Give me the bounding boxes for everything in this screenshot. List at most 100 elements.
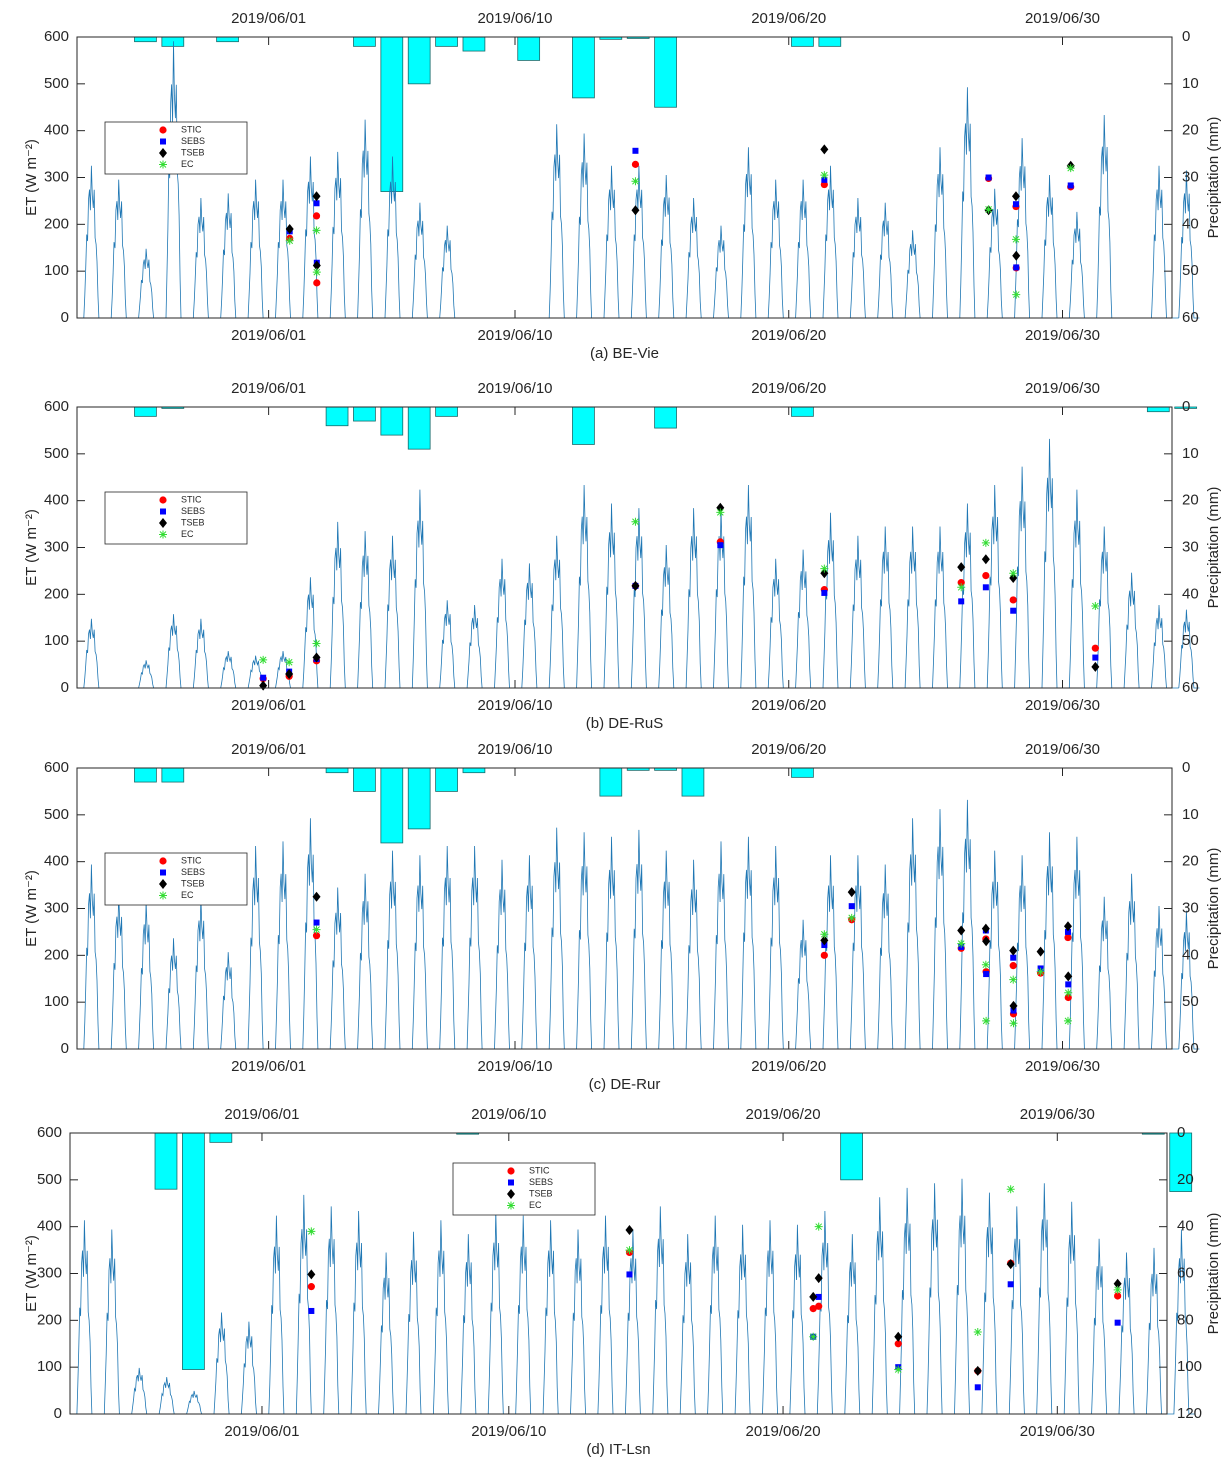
marker — [1011, 191, 1020, 202]
et-line — [870, 526, 899, 689]
panel-caption: (d) IT-Lsn — [586, 1441, 650, 1458]
legend-label: EC — [529, 1200, 542, 1210]
y-tick-label: 100 — [44, 632, 69, 649]
marker — [1009, 962, 1017, 970]
marker — [894, 1340, 902, 1348]
et-line — [651, 850, 680, 1050]
et-line — [213, 651, 242, 689]
y-tick-label: 300 — [44, 168, 69, 185]
x-tick-label: 2019/06/01 — [224, 1423, 299, 1440]
precip-bar — [353, 406, 376, 422]
et-line — [734, 147, 762, 319]
y2-tick-label: 20 — [1182, 492, 1199, 509]
precip-bar — [791, 406, 814, 417]
et-line — [131, 901, 160, 1050]
precip-bar — [407, 36, 431, 85]
et-line — [679, 197, 707, 319]
legend-label: SEBS — [181, 867, 205, 877]
et-line — [426, 1220, 454, 1415]
et-line — [810, 1210, 838, 1415]
marker — [981, 554, 990, 565]
et-line — [651, 174, 680, 319]
marker — [1113, 1285, 1122, 1294]
marker — [1092, 654, 1099, 661]
panel: 0 100 200 300 400 500 600 0 10 20 30 40 50 60 2019/06/… — [23, 380, 1222, 732]
x-tick-label: 2019/06/10 — [477, 327, 552, 344]
et-line — [706, 841, 734, 1050]
panel: 0 100 200 300 400 500 600 0 10 20 30 40 50 60 2019/06/… — [23, 741, 1222, 1093]
marker — [815, 1302, 823, 1310]
et-line — [569, 133, 598, 319]
marker — [285, 668, 294, 679]
legend-label: TSEB — [181, 517, 205, 527]
marker — [894, 1365, 903, 1374]
et-line — [898, 526, 926, 689]
marker — [313, 919, 320, 926]
y-axis-label: ET (W m⁻²) — [23, 870, 40, 947]
precip-bar — [572, 406, 595, 445]
precip-bar — [380, 36, 404, 192]
et-line — [296, 818, 324, 1050]
marker — [981, 923, 990, 934]
marker — [308, 1307, 315, 1314]
et-line — [734, 836, 762, 1050]
marker — [1036, 967, 1045, 976]
precip-bar — [791, 767, 814, 778]
y2-tick-label: 20 — [1177, 1171, 1194, 1188]
marker — [1113, 1278, 1122, 1289]
et-line — [563, 1229, 592, 1415]
x-tick-label-top: 2019/06/30 — [1025, 741, 1100, 758]
x-tick-label: 2019/06/30 — [1025, 697, 1100, 714]
marker — [312, 932, 321, 940]
marker — [820, 935, 829, 946]
et-line — [487, 558, 515, 689]
y2-tick-label: 10 — [1182, 445, 1199, 462]
et-line — [289, 1194, 317, 1415]
marker — [847, 887, 856, 898]
marker — [1114, 1292, 1122, 1300]
y2-tick-label: 80 — [1177, 1311, 1194, 1328]
et-line — [761, 179, 789, 319]
et-line — [542, 124, 570, 319]
marker — [1064, 988, 1073, 997]
et-line — [515, 855, 543, 1050]
et-line — [213, 952, 242, 1050]
x-tick-label-top: 2019/06/20 — [751, 741, 826, 758]
et-line — [159, 614, 187, 689]
x-tick-label: 2019/06/20 — [751, 1058, 826, 1075]
panel-caption: (b) DE-RuS — [586, 715, 664, 732]
y2-tick-label: 30 — [1182, 538, 1199, 555]
et-line — [816, 512, 844, 689]
et-line — [179, 1390, 208, 1415]
y-tick-label: 100 — [44, 262, 69, 279]
marker — [1012, 250, 1021, 261]
marker — [1067, 182, 1074, 189]
et-line — [597, 836, 625, 1050]
et-line — [783, 1224, 811, 1415]
axes-box — [76, 767, 1173, 1050]
marker — [981, 538, 990, 547]
marker — [625, 1224, 634, 1235]
marker — [1009, 569, 1018, 578]
axes-box — [76, 36, 1173, 319]
x-tick-label: 2019/06/10 — [477, 1058, 552, 1075]
et-line — [152, 1377, 180, 1415]
et-line — [234, 1321, 262, 1415]
marker — [259, 680, 268, 691]
marker — [983, 971, 990, 978]
et-line — [1035, 438, 1063, 689]
y-tick-label: 600 — [44, 28, 69, 45]
marker — [1006, 1259, 1015, 1270]
x-tick-label-top: 2019/06/01 — [224, 1106, 299, 1123]
et-line — [542, 535, 570, 689]
et-line — [460, 845, 488, 1050]
precip-bar — [462, 767, 486, 774]
y2-tick-label: 50 — [1182, 993, 1199, 1010]
marker — [1064, 928, 1071, 935]
marker — [1010, 954, 1017, 961]
legend-label: STIC — [181, 124, 202, 134]
et-line — [1062, 489, 1090, 689]
et-line — [515, 563, 543, 689]
y2-tick-label: 10 — [1182, 806, 1199, 823]
